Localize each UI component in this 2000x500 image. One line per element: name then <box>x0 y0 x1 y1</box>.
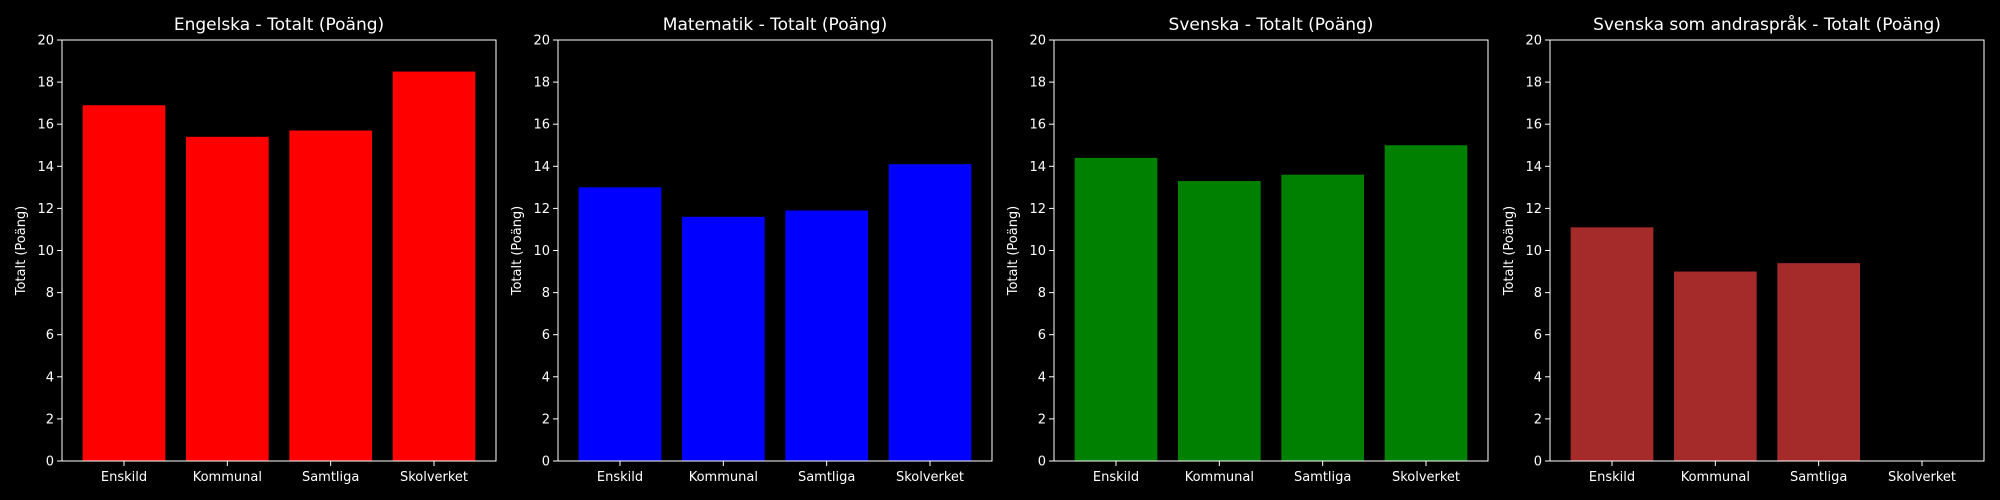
y-tick-label: 16 <box>1525 118 1542 133</box>
y-tick-label: 4 <box>542 370 550 385</box>
y-tick-label: 0 <box>1534 455 1542 470</box>
y-tick-label: 6 <box>1038 328 1046 343</box>
x-tick-label: Kommunal <box>1681 470 1750 485</box>
y-tick-label: 20 <box>1029 34 1046 49</box>
x-tick-label: Kommunal <box>193 470 262 485</box>
bar-kommunal <box>1178 181 1261 461</box>
y-tick-label: 16 <box>1029 118 1046 133</box>
bar-enskild <box>82 105 166 461</box>
y-tick-label: 16 <box>533 118 550 133</box>
x-tick-label: Enskild <box>597 470 643 485</box>
y-tick-label: 20 <box>37 34 54 49</box>
y-tick-label: 20 <box>1525 34 1542 49</box>
y-tick-label: 2 <box>542 412 550 427</box>
y-tick-label: 14 <box>37 160 54 175</box>
y-tick-label: 0 <box>1038 455 1046 470</box>
chart-title: Svenska som andraspråk - Totalt (Poäng) <box>1593 14 1941 35</box>
x-tick-label: Samtliga <box>798 470 855 485</box>
x-tick-label: Skolverket <box>1888 470 1956 485</box>
bar-samtliga <box>1777 263 1860 461</box>
bar-kommunal <box>682 216 765 461</box>
bar-skolverket <box>392 71 476 461</box>
y-tick-label: 18 <box>37 76 54 91</box>
y-tick-label: 10 <box>533 244 550 259</box>
chart-panel-2: 0 2 4 6 8 10 12 14 16 18 20 Enskild Kommunal Samtliga… <box>510 15 993 485</box>
y-axis-label: Totalt (Poäng) <box>1502 206 1517 297</box>
y-tick-label: 4 <box>46 370 54 385</box>
x-tick-label: Samtliga <box>302 470 359 485</box>
y-tick-label: 10 <box>37 244 54 259</box>
y-tick-label: 12 <box>37 202 54 217</box>
y-tick-label: 2 <box>1534 412 1542 427</box>
y-tick-label: 16 <box>37 118 54 133</box>
x-tick-label: Skolverket <box>400 470 468 485</box>
chart-panel-1: 0 2 4 6 8 10 12 14 16 18 20 Enskild Kommunal Samtliga… <box>14 15 497 485</box>
bar-skolverket <box>1384 145 1468 461</box>
y-tick-label: 12 <box>1525 202 1542 217</box>
x-tick-label: Samtliga <box>1294 470 1351 485</box>
x-tick-label: Enskild <box>1589 470 1635 485</box>
bar-samtliga <box>289 130 372 461</box>
bar-kommunal <box>1674 271 1757 461</box>
y-tick-label: 2 <box>1038 412 1046 427</box>
x-tick-label: Skolverket <box>1392 470 1460 485</box>
chart-title: Engelska - Totalt (Poäng) <box>174 15 384 35</box>
y-tick-label: 6 <box>1534 328 1542 343</box>
y-tick-label: 12 <box>1029 202 1046 217</box>
y-tick-label: 0 <box>46 455 54 470</box>
x-tick-label: Enskild <box>1093 470 1139 485</box>
y-tick-label: 18 <box>533 76 550 91</box>
bar-enskild <box>1570 227 1654 461</box>
bar-samtliga <box>785 210 868 461</box>
bar-enskild <box>578 187 662 461</box>
x-tick-label: Kommunal <box>1185 470 1254 485</box>
y-tick-label: 20 <box>533 34 550 49</box>
bar-samtliga <box>1281 174 1364 461</box>
y-tick-label: 8 <box>46 286 54 301</box>
chart-title: Svenska - Totalt (Poäng) <box>1169 15 1374 35</box>
y-tick-label: 6 <box>542 328 550 343</box>
y-tick-label: 4 <box>1534 370 1542 385</box>
y-tick-label: 18 <box>1029 76 1046 91</box>
y-tick-label: 14 <box>1525 160 1542 175</box>
x-tick-label: Skolverket <box>896 470 964 485</box>
y-axis-label: Totalt (Poäng) <box>1006 206 1021 297</box>
y-tick-label: 12 <box>533 202 550 217</box>
chart-panel-3: 0 2 4 6 8 10 12 14 16 18 20 Enskild Kommunal Samtliga… <box>1006 15 1489 485</box>
y-tick-label: 18 <box>1525 76 1542 91</box>
chart-title: Matematik - Totalt (Poäng) <box>663 15 887 35</box>
y-tick-label: 8 <box>542 286 550 301</box>
y-tick-label: 0 <box>542 455 550 470</box>
y-axis-label: Totalt (Poäng) <box>510 206 525 297</box>
x-tick-label: Enskild <box>101 470 147 485</box>
x-tick-label: Samtliga <box>1790 470 1847 485</box>
y-tick-label: 8 <box>1534 286 1542 301</box>
y-axis-label: Totalt (Poäng) <box>14 206 29 297</box>
y-tick-label: 2 <box>46 412 54 427</box>
y-tick-label: 14 <box>533 160 550 175</box>
chart-panel-4: 0 2 4 6 8 10 12 14 16 18 20 Enskild Kommunal Samtliga… <box>1502 14 1985 485</box>
y-tick-label: 14 <box>1029 160 1046 175</box>
bar-skolverket <box>888 164 972 461</box>
x-tick-label: Kommunal <box>689 470 758 485</box>
y-tick-label: 4 <box>1038 370 1046 385</box>
y-tick-label: 10 <box>1029 244 1046 259</box>
y-tick-label: 8 <box>1038 286 1046 301</box>
y-tick-label: 6 <box>46 328 54 343</box>
y-tick-label: 10 <box>1525 244 1542 259</box>
bar-kommunal <box>186 136 269 461</box>
bar-enskild <box>1074 157 1158 461</box>
